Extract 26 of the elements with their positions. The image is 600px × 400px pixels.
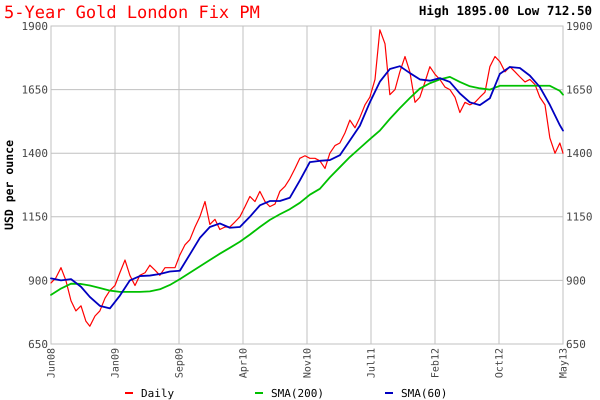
y-tick-label: 1150 xyxy=(22,210,48,224)
x-tick-label: Feb12 xyxy=(430,348,442,378)
y-tick-label: 650 xyxy=(28,338,48,351)
x-tick-label: Nov10 xyxy=(302,348,314,378)
legend-label: SMA(60) xyxy=(401,387,448,400)
y-tick-label: 1400 xyxy=(22,147,48,160)
x-tick-label: Jun08 xyxy=(46,348,58,378)
y2-tick-label: 1900 xyxy=(566,20,592,33)
y2-tick-label: 900 xyxy=(566,274,586,288)
y2-tick-label: 1400 xyxy=(566,147,592,160)
y-tick-label: 1650 xyxy=(22,83,48,96)
legend-label: SMA(200) xyxy=(271,387,324,400)
x-tick-label: Apr10 xyxy=(238,348,250,378)
x-tick-label: Sep09 xyxy=(174,348,186,378)
legend-label: Daily xyxy=(141,387,174,400)
y2-tick-label: 650 xyxy=(566,338,586,351)
line-series xyxy=(50,29,564,327)
y-axis-title: USD per ounce xyxy=(2,140,16,230)
x-tick-label: May13 xyxy=(558,348,570,378)
x-tick-label: Jul11 xyxy=(366,348,378,378)
y2-tick-label: 1650 xyxy=(566,83,592,96)
y2-tick-label: 1150 xyxy=(566,210,592,224)
x-tick-label: Jan09 xyxy=(110,348,122,378)
chart-subtitle: High 1895.00 Low 712.50 xyxy=(418,3,592,18)
y-tick-label: 900 xyxy=(28,274,48,288)
x-tick-label: Oct12 xyxy=(494,348,506,378)
